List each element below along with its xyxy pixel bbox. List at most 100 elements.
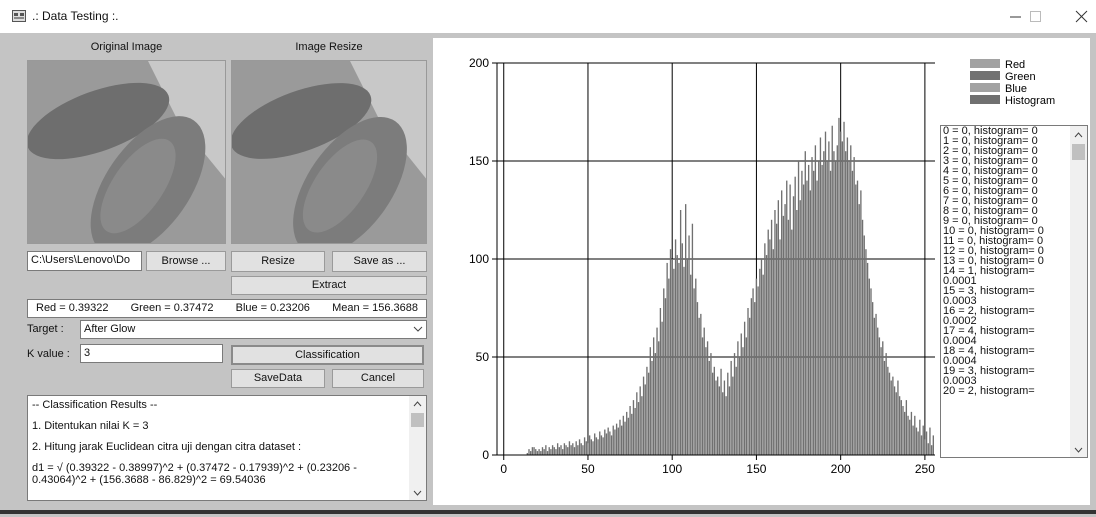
save-as-button[interactable]: Save as ... bbox=[332, 251, 427, 272]
bar bbox=[715, 380, 717, 455]
cancel-button[interactable]: Cancel bbox=[332, 369, 424, 388]
bar bbox=[722, 392, 724, 455]
k-textbox[interactable]: 3 bbox=[80, 344, 223, 363]
bar bbox=[861, 219, 864, 455]
bar bbox=[883, 360, 886, 455]
bar bbox=[658, 341, 660, 455]
result-line: -- Classification Results -- bbox=[32, 399, 158, 411]
bar bbox=[738, 357, 741, 455]
savedata-button[interactable]: SaveData bbox=[231, 369, 325, 388]
listbox-scrollbar[interactable] bbox=[1070, 126, 1087, 457]
bar bbox=[797, 161, 800, 455]
bar bbox=[531, 447, 534, 455]
bar bbox=[614, 429, 616, 455]
bar bbox=[777, 200, 780, 455]
bar bbox=[634, 407, 636, 455]
legend-swatch bbox=[970, 59, 1000, 68]
bar bbox=[610, 435, 613, 455]
bar bbox=[555, 449, 557, 455]
results-scrollbar[interactable] bbox=[409, 396, 426, 500]
bar bbox=[661, 321, 663, 455]
bar bbox=[882, 341, 884, 455]
original-label: Original Image bbox=[90, 41, 163, 53]
bar bbox=[750, 298, 753, 455]
feature-green: Green = 0.37472 bbox=[130, 302, 214, 314]
bar bbox=[801, 170, 803, 456]
bar bbox=[905, 400, 908, 455]
browse-button[interactable]: Browse ... bbox=[146, 251, 226, 271]
bar bbox=[742, 347, 744, 455]
bar bbox=[686, 259, 689, 455]
y-tick-label: 150 bbox=[469, 154, 489, 168]
bar bbox=[755, 278, 758, 455]
bar bbox=[914, 415, 916, 455]
bar bbox=[649, 347, 651, 455]
bar bbox=[765, 255, 768, 455]
resize-button[interactable]: Resize bbox=[231, 251, 325, 272]
bar bbox=[656, 327, 658, 455]
classification-button[interactable]: Classification bbox=[231, 345, 424, 365]
legend-label: Green bbox=[1005, 71, 1036, 83]
bar bbox=[858, 204, 860, 455]
bar bbox=[851, 170, 854, 456]
bar bbox=[880, 347, 882, 455]
bar bbox=[888, 372, 891, 455]
scrollbar-art bbox=[411, 401, 424, 496]
bar bbox=[774, 210, 776, 455]
listbox-item: 11 = 0, histogram= 0 bbox=[943, 235, 1044, 247]
bar bbox=[615, 423, 618, 455]
bar bbox=[688, 235, 690, 455]
listbox-item: 10 = 0, histogram= 0 bbox=[943, 225, 1044, 237]
bar bbox=[813, 170, 815, 456]
bar bbox=[622, 415, 625, 455]
bar bbox=[919, 419, 921, 455]
bar bbox=[907, 415, 909, 455]
bar bbox=[706, 341, 709, 455]
y-tick-label: 0 bbox=[482, 448, 489, 462]
bar bbox=[743, 321, 746, 455]
bar bbox=[690, 274, 692, 455]
listbox-item: 17 = 4, histogram= 0.0004 bbox=[943, 325, 1035, 347]
bar bbox=[892, 376, 894, 455]
bar bbox=[841, 141, 844, 455]
bar bbox=[659, 308, 662, 455]
bar bbox=[600, 435, 603, 455]
bar bbox=[599, 431, 601, 455]
target-value: After Glow bbox=[84, 323, 136, 335]
bar bbox=[541, 447, 544, 455]
path-textbox[interactable]: C:\Users\Lenovo\Do bbox=[27, 251, 142, 271]
x-tick-label: 200 bbox=[831, 462, 851, 476]
bar bbox=[580, 443, 582, 455]
listbox-item: 2 = 0, histogram= 0 bbox=[943, 145, 1038, 157]
title-bar: .: Data Testing :. bbox=[0, 0, 1096, 33]
bar bbox=[582, 445, 584, 455]
window-controls[interactable] bbox=[1000, 6, 1096, 28]
listbox-item: 0 = 0, histogram= 0 bbox=[943, 125, 1038, 137]
legend-swatch bbox=[970, 71, 1000, 80]
listbox-item: 19 = 3, histogram= 0.0003 bbox=[943, 365, 1035, 387]
bar bbox=[924, 439, 926, 455]
bar bbox=[652, 337, 655, 455]
bar bbox=[749, 317, 751, 455]
bar bbox=[885, 353, 887, 455]
bar bbox=[784, 204, 786, 455]
bar bbox=[573, 447, 576, 455]
bar bbox=[779, 239, 781, 455]
target-combobox[interactable]: After Glow bbox=[80, 320, 427, 339]
bar bbox=[587, 443, 589, 455]
bar bbox=[626, 411, 628, 455]
bar bbox=[605, 433, 608, 455]
bar bbox=[794, 176, 796, 455]
bar bbox=[870, 288, 872, 455]
bar bbox=[624, 421, 626, 455]
bar bbox=[737, 341, 739, 455]
bar bbox=[639, 386, 641, 455]
bar bbox=[878, 337, 881, 455]
extract-button[interactable]: Extract bbox=[231, 276, 427, 295]
bar bbox=[669, 249, 672, 455]
bar bbox=[676, 255, 678, 455]
bar bbox=[904, 411, 906, 455]
bar bbox=[654, 353, 657, 455]
results-textbox[interactable]: -- Classification Results -- 1. Ditentuka… bbox=[27, 395, 427, 501]
